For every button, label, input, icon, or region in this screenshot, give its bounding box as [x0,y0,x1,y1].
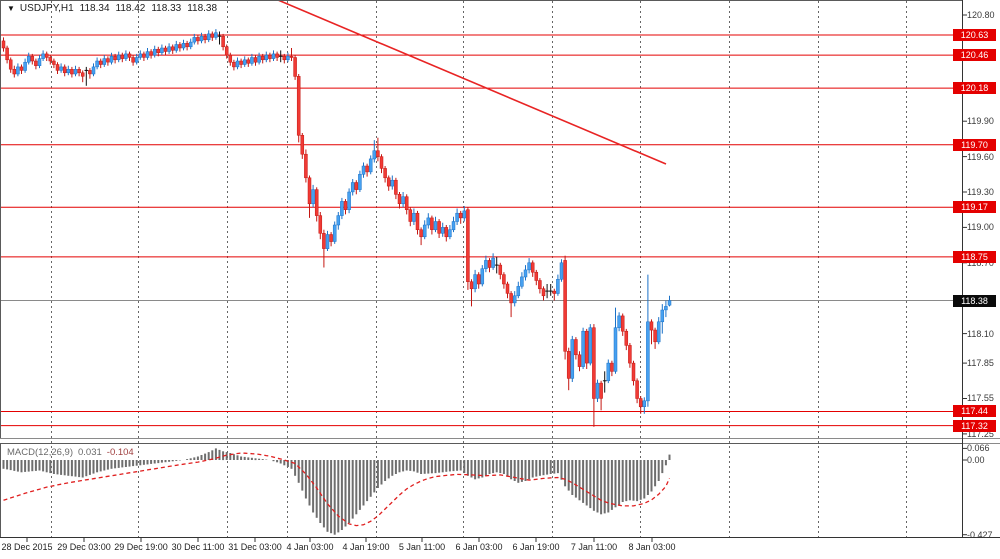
symbol-dropdown-icon: ▼ [7,4,15,13]
ohlc-high: 118.42 [115,3,146,14]
time-axis-label: 5 Jan 11:00 [398,542,446,552]
macd-indicator-label: MACD(12,26,9) 0.031 -0.104 [7,447,134,458]
time-axis-label: 31 Dec 03:00 [228,542,282,552]
time-axis-label: 6 Jan 03:00 [455,542,503,552]
time-axis-label: 4 Jan 03:00 [286,542,334,552]
price-axis-label: 119.00 [967,222,994,233]
price-axis-label: 119.60 [967,151,994,162]
level-price-badge: 119.70 [953,138,996,151]
ohlc-open: 118.34 [79,3,110,14]
time-axis-label: 7 Jan 11:00 [570,542,618,552]
macd-main-value: 0.031 [78,447,102,458]
price-axis-label: 117.85 [967,358,994,369]
macd-scale-label: -0.427 [967,529,993,540]
level-price-badge: 120.63 [953,29,996,42]
macd-signal-value: -0.104 [106,447,134,458]
level-price-badge: 118.75 [953,250,996,263]
level-price-badge: 117.32 [953,419,996,432]
time-axis-label: 4 Jan 19:00 [342,542,390,552]
price-axis-label: 117.25 [967,428,994,439]
level-price-badge: 120.46 [953,49,996,62]
ohlc-close: 118.38 [187,3,218,14]
time-axis-label: 28 Dec 2015 [1,542,53,552]
price-axis-label: 119.30 [967,186,994,197]
time-axis-label: 29 Dec 03:00 [57,542,111,552]
price-axis-label: 117.55 [967,393,994,404]
time-axis-label: 29 Dec 19:00 [114,542,168,552]
time-axis-label: 8 Jan 03:00 [628,542,676,552]
ohlc-low: 118.33 [151,3,182,14]
macd-name: MACD(12,26,9) [7,447,73,458]
current-price-badge: 118.38 [953,294,996,307]
symbol-period-label: USDJPY,H1 [19,3,74,14]
macd-scale-label: 0.00 [967,455,985,465]
price-axis-label: 118.10 [967,328,994,339]
level-price-badge: 117.44 [953,405,996,418]
level-price-badge: 120.18 [953,82,996,95]
time-axis-label: 30 Dec 11:00 [171,542,225,552]
level-price-badge: 119.17 [953,201,996,214]
price-axis-label: 119.90 [967,116,994,127]
time-axis-label: 6 Jan 19:00 [512,542,560,552]
macd-scale-label: 0.066 [967,443,990,454]
chart-title: ▼ USDJPY,H1 118.34 118.42 118.33 118.38 [7,3,217,14]
price-axis-label: 120.80 [967,9,995,20]
